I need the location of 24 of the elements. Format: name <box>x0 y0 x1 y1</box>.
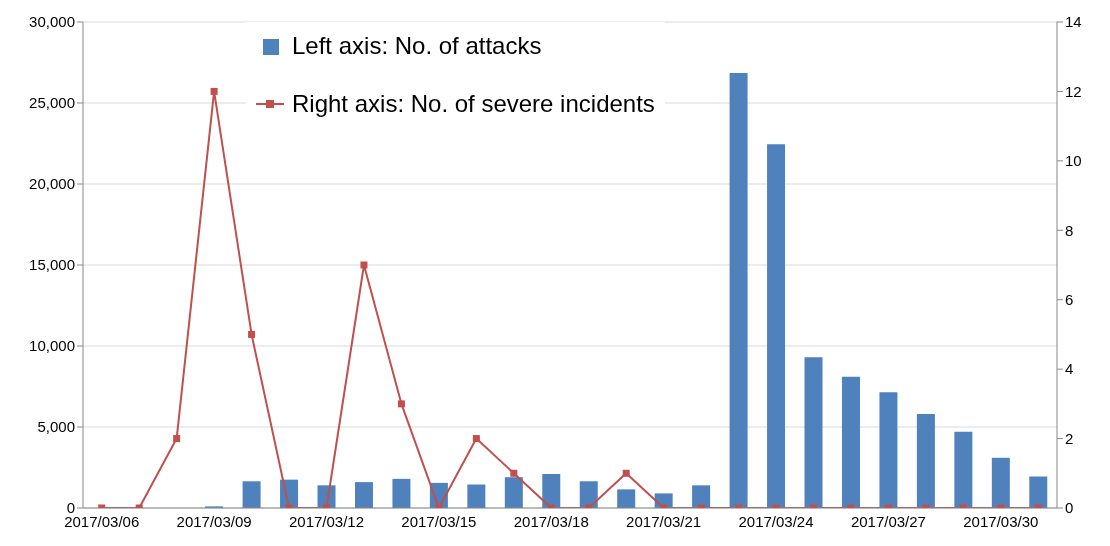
y2-tick-label: 12 <box>1065 82 1082 100</box>
x-tick-label: 2017/03/15 <box>401 512 477 530</box>
y2-tick-label: 8 <box>1065 221 1074 239</box>
legend-label: Left axis: No. of attacks <box>292 32 542 60</box>
y-tick-label: 30,000 <box>29 13 75 31</box>
y2-tick-label: 2 <box>1065 429 1074 447</box>
y-tick-label: 20,000 <box>29 175 75 193</box>
x-tick-label: 2017/03/18 <box>513 512 589 530</box>
y-tick-label: 25,000 <box>29 94 75 112</box>
x-tick-label: 2017/03/09 <box>176 512 252 530</box>
y2-tick-label: 10 <box>1065 152 1082 170</box>
y-tick-label: 15,000 <box>29 256 75 274</box>
y-tick-label: 5,000 <box>37 418 75 436</box>
legend-label: Right axis: No. of severe incidents <box>292 90 655 118</box>
x-tick-label: 2017/03/24 <box>738 512 814 530</box>
y2-tick-label: 4 <box>1065 360 1074 378</box>
y-tick-label: 10,000 <box>29 337 75 355</box>
y2-tick-label: 14 <box>1065 13 1082 31</box>
y2-tick-label: 0 <box>1065 499 1074 517</box>
x-tick-label: 2017/03/21 <box>626 512 702 530</box>
x-tick-label: 2017/03/30 <box>963 512 1039 530</box>
x-tick-label: 2017/03/27 <box>850 512 926 530</box>
x-tick-label: 2017/03/12 <box>288 512 365 530</box>
y2-tick-label: 6 <box>1065 291 1074 309</box>
